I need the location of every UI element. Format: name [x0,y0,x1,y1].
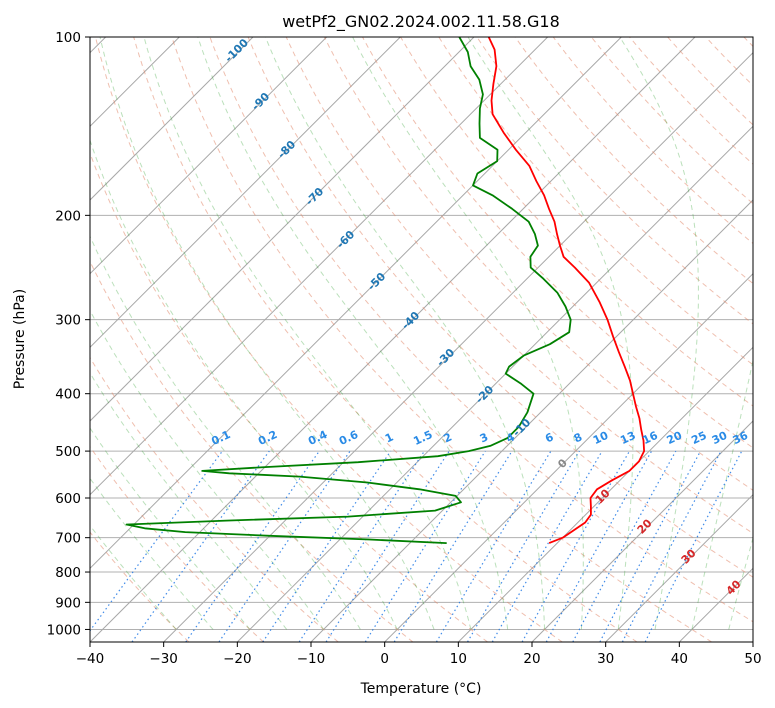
isotherm-line [90,37,696,642]
dewpoint-profile [125,37,572,544]
y-axis: 100 200 300 400 500 600 700 800 900 1000 [47,30,90,638]
isotherm-line [384,272,753,642]
y-tick-label: 300 [55,313,81,329]
isotherm-line [90,37,622,570]
isotherm-line [236,125,753,642]
y-tick-label: 200 [55,208,81,224]
x-tick-label: −20 [223,651,252,667]
y-tick-label: 1000 [47,622,81,638]
dry-adiabat [133,37,638,642]
mixing-ratio-line [90,450,223,632]
x-tick-label: 20 [523,651,540,667]
dry-adiabat [285,37,753,534]
moist-adiabat [99,37,435,630]
dry-adiabat [400,37,753,407]
y-axis-title: Pressure (hPa) [12,289,28,389]
isotherm-line [90,37,549,496]
moist-adiabat [619,37,699,630]
dry-adiabat [323,37,753,491]
y-tick-label: 500 [55,444,81,460]
dry-adiabat [90,260,414,642]
moist-adiabat [467,37,634,630]
mixing-ratio-line [393,450,513,642]
profile-lines [125,37,645,544]
moist-adiabat [197,37,509,630]
mixing-ratio-line [521,450,631,642]
y-tick-label: 600 [55,491,81,507]
mixing-ratio-line [185,450,320,642]
moist-adiabat [90,477,214,630]
isotherm-line [90,37,475,422]
temperature-profile [487,37,645,544]
y-tick-label: 700 [55,531,81,547]
mixing-ratio-label: 30 [710,429,730,447]
x-tick-label: −40 [76,651,105,667]
mixing-ratio-label: 25 [689,429,708,447]
x-tick-label: −10 [297,651,326,667]
mixing-ratio-line [364,450,486,642]
dry-adiabat [90,531,190,642]
dry-adiabat [90,356,339,642]
dry-adiabat [247,37,753,578]
y-tick-label: 400 [55,387,81,403]
x-tick-label: −30 [149,651,178,667]
isotherm-line [90,37,254,201]
isotherm-line [163,51,753,642]
mixing-ratio-label: 20 [665,429,685,447]
x-tick-label: 0 [380,651,389,667]
mixing-ratio-line [466,450,580,642]
isotherm-line [457,346,753,642]
moist-adiabat [352,37,584,630]
x-tick-label: 30 [597,651,614,667]
isotherm-line [605,493,753,642]
moist-adiabat [264,37,546,630]
moist-adiabat [90,427,251,630]
mixing-ratio-label: 16 [640,429,660,447]
isotherm-line [531,420,753,642]
x-axis: −40 −30 −20 −10 0 10 20 30 40 50 [76,642,762,667]
moist-adiabat [90,371,288,630]
mixing-ratio-line [298,450,425,642]
mixing-ratio-line [491,450,603,642]
background-lines [90,37,753,642]
mixing-ratio-line [325,450,450,642]
mixing-ratio-label: 10 [591,429,611,447]
moist-adiabat [691,357,753,630]
mixing-ratio-line [545,450,653,642]
moist-adiabat [90,235,361,630]
isotherm-line [90,37,328,275]
isotherm-line [90,37,401,349]
mixing-ratio-label: 36 [731,429,751,447]
y-tick-label: 800 [55,565,81,581]
mixing-ratio-line [131,450,270,642]
y-tick-label: 900 [55,595,81,611]
dry-adiabat [209,37,753,623]
moist-adiabat [90,138,398,630]
dry-adiabat [95,37,563,642]
dry-adiabat [438,37,753,366]
x-tick-label: 50 [744,651,761,667]
moist-adiabat [90,524,177,630]
x-tick-label: 40 [671,651,688,667]
mixing-ratio-label: 13 [618,429,637,447]
plot-area: -100-90-80-70-60-50-40-30-20-100.1 0.2 0.4… [90,36,753,642]
chart-title: wetPf2_GN02.2024.002.11.58.G18 [282,12,560,32]
x-tick-label: 10 [450,651,467,667]
mixing-ratio-line [435,450,552,642]
mixing-ratio-line [572,450,677,642]
y-tick-label: 100 [55,30,81,46]
plot-frame [89,36,754,643]
x-axis-title: Temperature (°C) [360,681,482,697]
